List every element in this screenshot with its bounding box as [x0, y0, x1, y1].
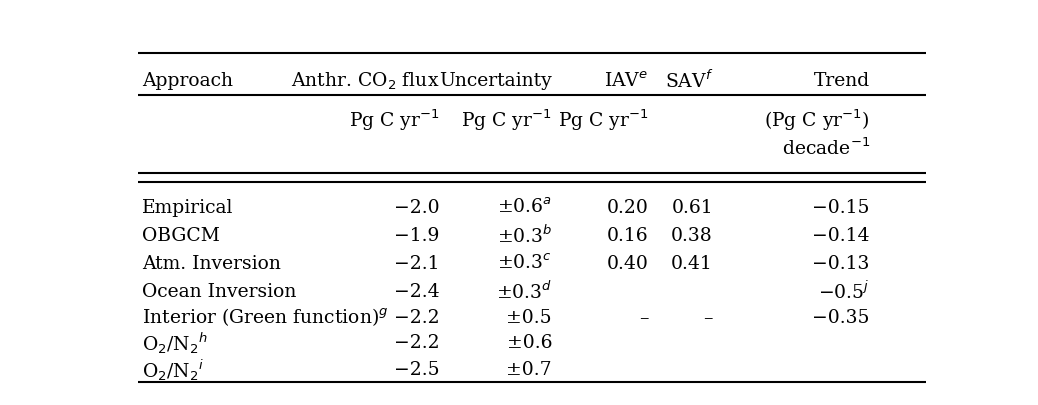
Text: O$_2$/N$_2$$^{i}$: O$_2$/N$_2$$^{i}$	[142, 357, 203, 383]
Text: Anthr. CO$_2$ flux: Anthr. CO$_2$ flux	[291, 71, 439, 92]
Text: −0.13: −0.13	[813, 255, 870, 273]
Text: −2.2: −2.2	[393, 334, 439, 352]
Text: Pg C yr$^{-1}$: Pg C yr$^{-1}$	[349, 108, 439, 133]
Text: −0.15: −0.15	[813, 198, 870, 217]
Text: –: –	[704, 309, 713, 327]
Text: Empirical: Empirical	[142, 198, 234, 217]
Text: ±0.5: ±0.5	[507, 309, 552, 327]
Text: 0.40: 0.40	[607, 255, 649, 273]
Text: −2.0: −2.0	[393, 198, 439, 217]
Text: decade$^{-1}$: decade$^{-1}$	[782, 138, 870, 159]
Text: −2.4: −2.4	[393, 283, 439, 301]
Text: Pg C yr$^{-1}$: Pg C yr$^{-1}$	[461, 108, 552, 133]
Text: Ocean Inversion: Ocean Inversion	[142, 283, 296, 301]
Text: IAV$^{e}$: IAV$^{e}$	[604, 72, 649, 91]
Text: 0.38: 0.38	[672, 227, 713, 245]
Text: −0.35: −0.35	[813, 309, 870, 327]
Text: SAV$^{f}$: SAV$^{f}$	[664, 70, 713, 92]
Text: ±0.3$^{c}$: ±0.3$^{c}$	[497, 254, 552, 273]
Text: ±0.7: ±0.7	[507, 361, 552, 379]
Text: Interior (Green function)$^{g}$: Interior (Green function)$^{g}$	[142, 307, 388, 330]
Text: (Pg C yr$^{-1}$): (Pg C yr$^{-1}$)	[764, 108, 870, 133]
Text: 0.16: 0.16	[607, 227, 649, 245]
Text: 0.41: 0.41	[672, 255, 713, 273]
Text: OBGCM: OBGCM	[142, 227, 220, 245]
Text: Atm. Inversion: Atm. Inversion	[142, 255, 280, 273]
Text: ±0.3$^{b}$: ±0.3$^{b}$	[496, 225, 552, 247]
Text: –: –	[639, 309, 649, 327]
Text: Approach: Approach	[142, 72, 233, 90]
Text: Pg C yr$^{-1}$: Pg C yr$^{-1}$	[557, 108, 649, 133]
Text: 0.20: 0.20	[607, 198, 649, 217]
Text: Trend: Trend	[814, 72, 870, 90]
Text: 0.61: 0.61	[672, 198, 713, 217]
Text: ±0.3$^{d}$: ±0.3$^{d}$	[496, 281, 552, 303]
Text: −2.2: −2.2	[393, 309, 439, 327]
Text: −0.14: −0.14	[813, 227, 870, 245]
Text: O$_2$/N$_2$$^{h}$: O$_2$/N$_2$$^{h}$	[142, 330, 208, 356]
Text: ±0.6$^{a}$: ±0.6$^{a}$	[497, 198, 552, 217]
Text: −2.5: −2.5	[393, 361, 439, 379]
Text: −0.5$^{j}$: −0.5$^{j}$	[819, 281, 870, 303]
Text: −2.1: −2.1	[394, 255, 439, 273]
Text: Uncertainty: Uncertainty	[439, 72, 552, 90]
Text: ±0.6: ±0.6	[507, 334, 552, 352]
Text: −1.9: −1.9	[394, 227, 439, 245]
